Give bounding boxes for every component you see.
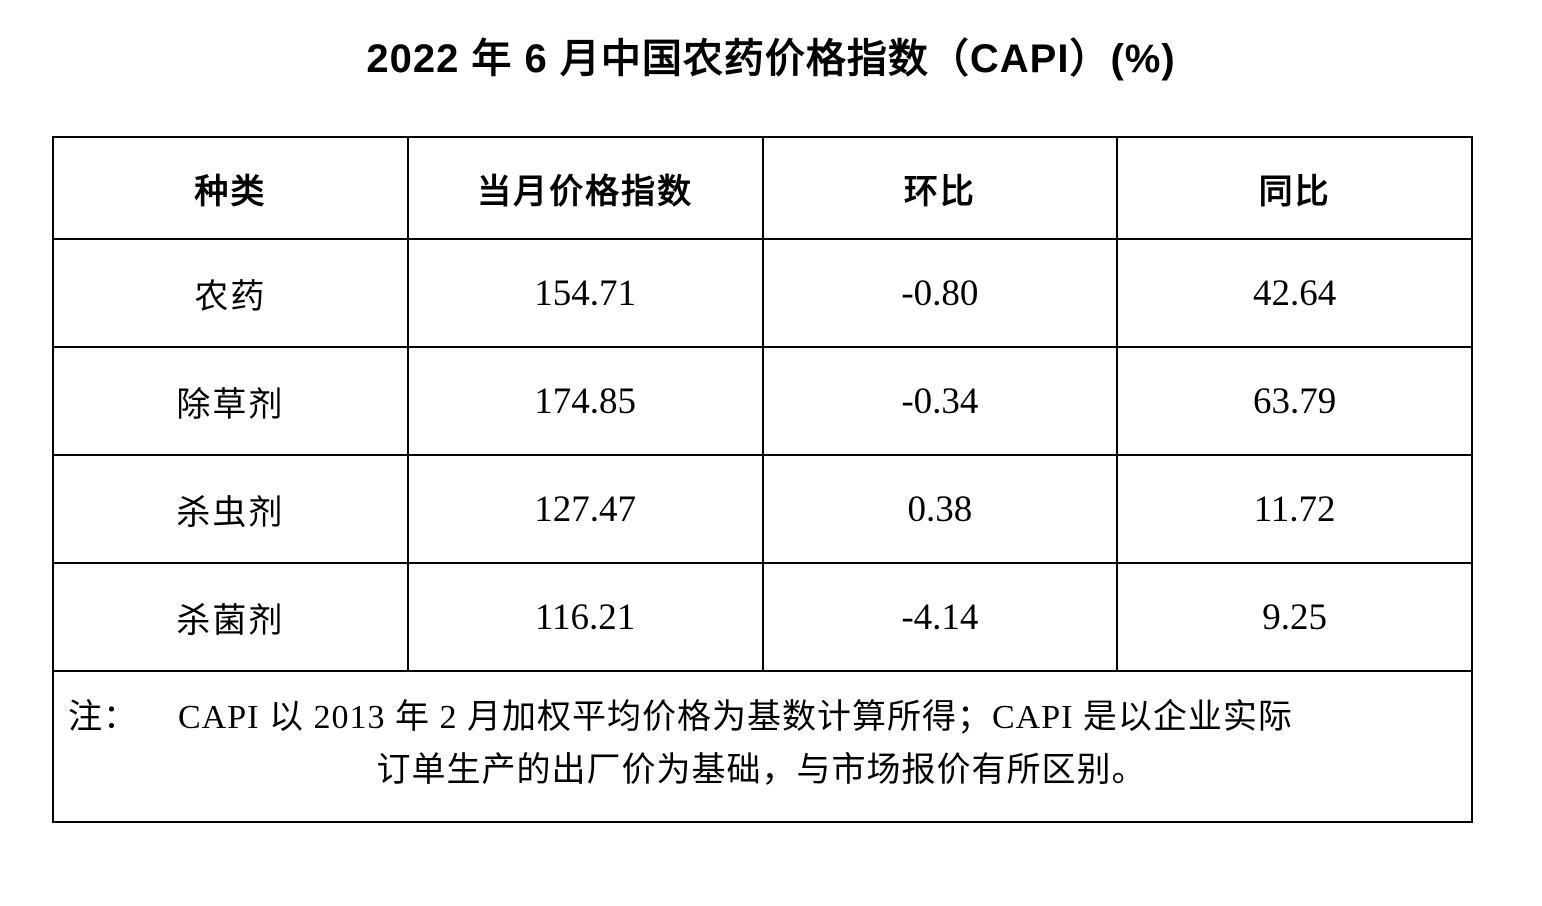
column-header-category: 种类 — [52, 136, 409, 240]
cell-yoy-value: 63.79 — [1116, 346, 1473, 456]
capi-price-index-table: 种类 当月价格指数 环比 同比 农药 154.71 -0.80 42.64 除草… — [52, 136, 1473, 824]
cell-category: 杀菌剂 — [52, 562, 409, 672]
table-row: 除草剂 174.85 -0.34 63.79 — [52, 346, 1473, 456]
footnote-text-1: CAPI 以 2013 年 2 月加权平均价格为基数计算所得；CAPI 是以企业… — [178, 699, 1293, 736]
cell-index-value: 154.71 — [406, 238, 764, 348]
cell-yoy-value: 11.72 — [1116, 454, 1473, 564]
cell-index-value: 116.21 — [406, 562, 764, 672]
cell-mom-value: -4.14 — [761, 562, 1119, 672]
footnote-line-1: 注： CAPI 以 2013 年 2 月加权平均价格为基数计算所得；CAPI 是以… — [68, 692, 1455, 745]
table-row: 农药 154.71 -0.80 42.64 — [52, 238, 1473, 348]
cell-mom-value: -0.34 — [761, 346, 1119, 456]
page-title: 2022 年 6 月中国农药价格指数（CAPI）(%) — [366, 37, 1176, 81]
cell-category: 杀虫剂 — [52, 454, 409, 564]
cell-mom-value: -0.80 — [761, 238, 1119, 348]
footnote-text-2: 订单生产的出厂价为基础，与市场报价有所区别。 — [376, 751, 1147, 789]
cell-category: 农药 — [52, 238, 409, 348]
note-row: 注： CAPI 以 2013 年 2 月加权平均价格为基数计算所得；CAPI 是以… — [52, 669, 1473, 824]
footnote-label: 注： — [68, 699, 138, 736]
cell-index-value: 127.47 — [406, 454, 764, 564]
cell-yoy-value: 42.64 — [1116, 238, 1473, 348]
cell-index-value: 174.85 — [406, 346, 764, 456]
cell-yoy-value: 9.25 — [1116, 562, 1473, 672]
cell-category: 除草剂 — [52, 346, 409, 456]
table-header-row: 种类 当月价格指数 环比 同比 — [52, 136, 1473, 240]
table-row: 杀虫剂 127.47 0.38 11.72 — [52, 454, 1473, 564]
column-header-monthly-index: 当月价格指数 — [406, 136, 764, 240]
column-header-yoy: 同比 — [1116, 136, 1473, 240]
table-footnote: 注： CAPI 以 2013 年 2 月加权平均价格为基数计算所得；CAPI 是以… — [52, 669, 1473, 824]
cell-mom-value: 0.38 — [761, 454, 1119, 564]
table-row: 杀菌剂 116.21 -4.14 9.25 — [52, 562, 1473, 672]
column-header-mom: 环比 — [761, 136, 1119, 240]
